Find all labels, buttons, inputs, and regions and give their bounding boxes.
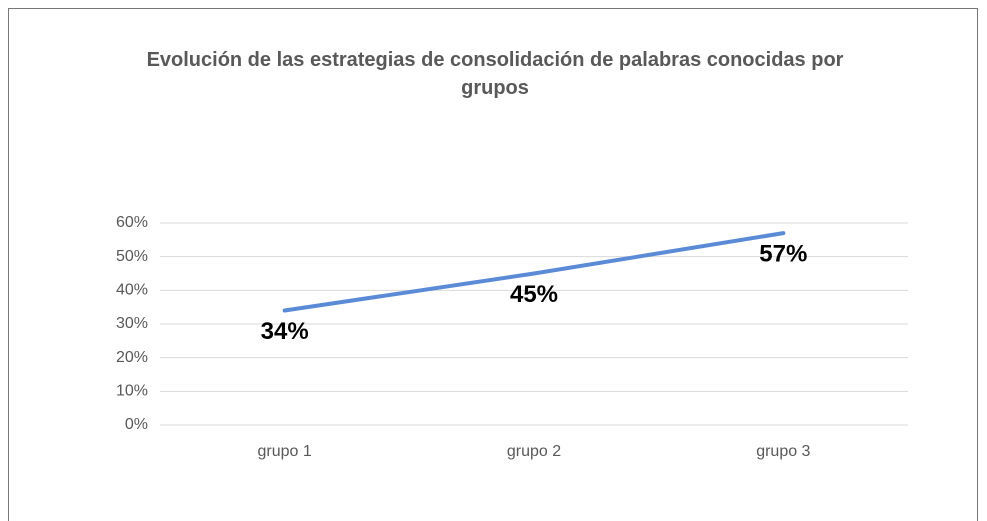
- x-tick-label: grupo 2: [507, 443, 561, 460]
- x-tick-label: grupo 3: [756, 443, 810, 460]
- y-tick-label: 50%: [116, 248, 148, 265]
- y-tick-label: 60%: [116, 214, 148, 231]
- chart-title: Evolución de las estrategias de consolid…: [146, 49, 844, 99]
- data-line: [282, 231, 786, 313]
- y-tick-label: 40%: [116, 282, 148, 299]
- y-tick-label: 20%: [116, 349, 148, 366]
- data-label: 45%: [510, 281, 558, 308]
- data-label: 34%: [261, 318, 309, 345]
- frame: [8, 8, 978, 521]
- y-tick-label: 10%: [116, 383, 148, 400]
- y-tick-label: 0%: [125, 416, 148, 433]
- y-tick-label: 30%: [116, 315, 148, 332]
- data-label: 57%: [759, 240, 807, 267]
- x-tick-label: grupo 1: [258, 443, 312, 460]
